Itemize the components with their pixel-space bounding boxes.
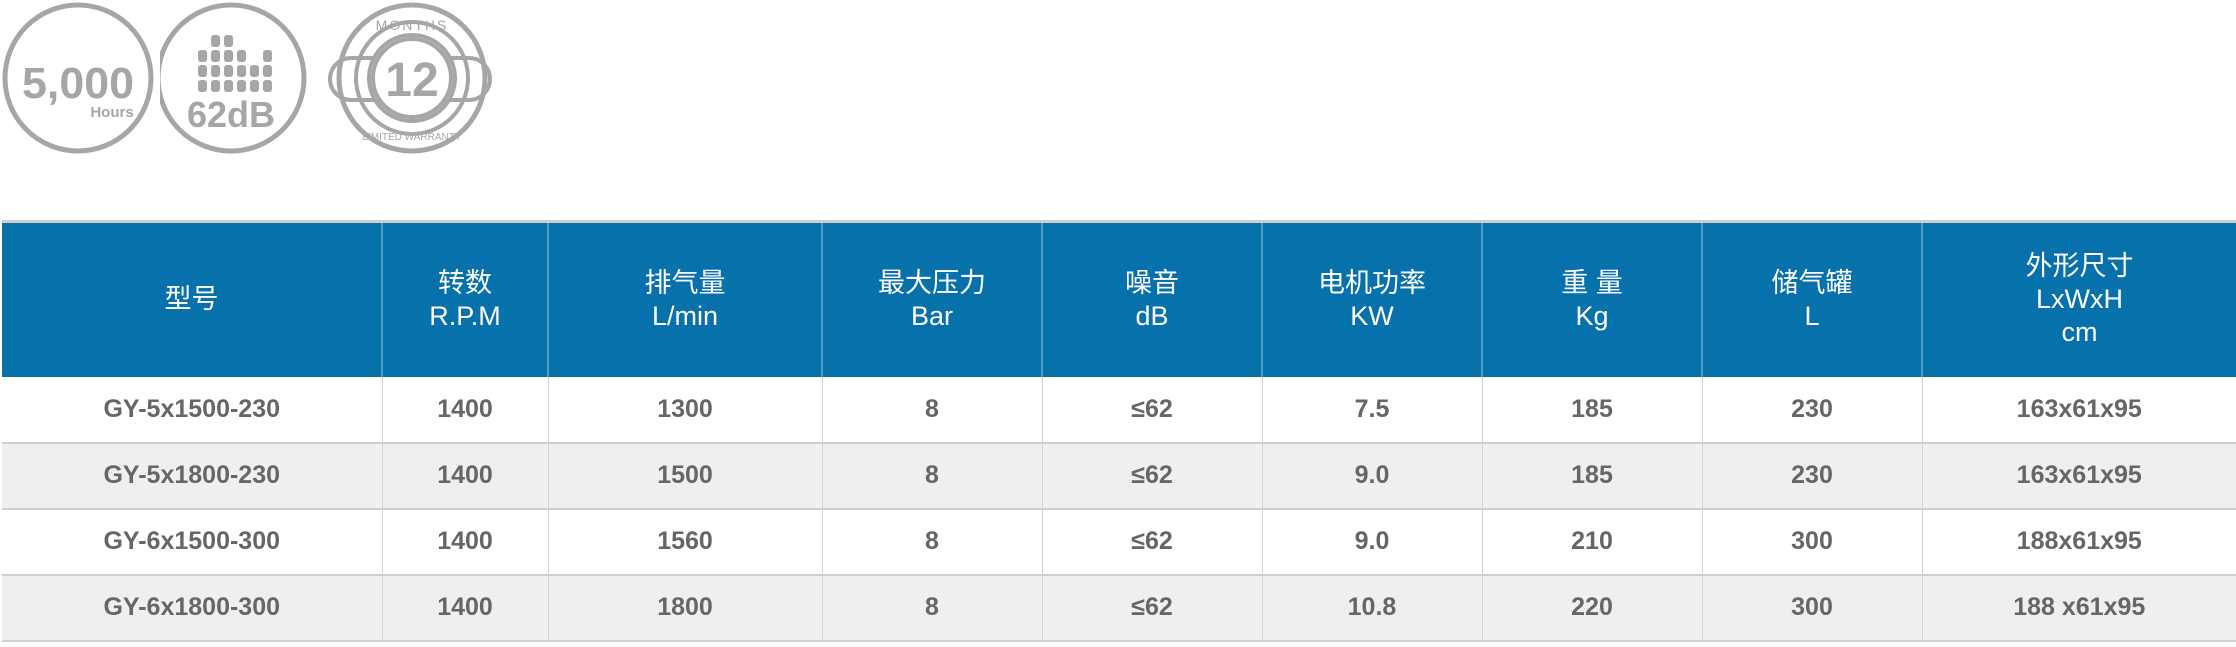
equalizer-bar-dot <box>237 80 246 92</box>
column-header-label: 最大压力 <box>878 267 986 298</box>
equalizer-bar-dot <box>198 50 207 62</box>
table-cell: 210 <box>1481 508 1702 575</box>
table-cell: ≤62 <box>1041 376 1262 443</box>
equalizer-bar-dot <box>224 80 233 92</box>
table-cell: 185 <box>1481 376 1702 443</box>
column-header: 电机功率 KW <box>1261 221 1482 377</box>
table-cell: 1800 <box>547 574 822 641</box>
table-cell: 1300 <box>547 376 822 443</box>
svg-text:12: 12 <box>385 54 438 107</box>
equalizer-bar-dot <box>224 65 233 77</box>
svg-text:LIMITED WARRANTY: LIMITED WARRANTY <box>362 132 461 143</box>
table-cell: 8 <box>821 442 1042 509</box>
column-header-unit: L/min <box>651 300 719 331</box>
equalizer-bar-dot <box>211 80 220 92</box>
noise-badge-icon: 62dB <box>160 2 307 154</box>
table-cell: 230 <box>1701 376 1922 443</box>
table-cell: 300 <box>1701 508 1922 575</box>
table-cell: GY-5x1500-230 <box>103 394 281 423</box>
column-header-label: 重 量 <box>1561 267 1623 298</box>
column-header-label: 转数 <box>438 267 492 298</box>
table-cell: 9.0 <box>1261 508 1482 575</box>
table-cell: ≤62 <box>1041 442 1262 509</box>
table-cell: 7.5 <box>1261 376 1482 443</box>
column-header: 重 量 Kg <box>1481 221 1702 377</box>
column-header: 最大压力 Bar <box>821 221 1042 377</box>
table-cell: 8 <box>821 508 1042 575</box>
table-cell: 1400 <box>381 508 548 575</box>
column-header-unit: L <box>1804 300 1820 331</box>
column-header: 型号 <box>2 222 382 377</box>
svg-text:Hours: Hours <box>90 104 133 121</box>
equalizer-bar-dot <box>224 50 233 62</box>
table-cell: ≤62 <box>1041 508 1262 575</box>
equalizer-bar-dot <box>237 50 246 62</box>
column-header-unit: LxWxH <box>2036 284 2123 315</box>
table-cell: 220 <box>1481 574 1702 641</box>
table-cell: 8 <box>821 574 1042 641</box>
table-row: GY-6x1500-300 1400 1560 8 ≤62 9.0 210 300 188x61… <box>2 508 2236 575</box>
equalizer-bar-dot <box>211 65 220 77</box>
column-header-label: 排气量 <box>644 267 726 298</box>
svg-text:MONTHS: MONTHS <box>376 17 449 33</box>
equalizer-bar-dot <box>250 80 259 92</box>
table-cell: 185 <box>1481 442 1702 509</box>
equalizer-bar-dot <box>224 35 233 47</box>
table-cell: 1400 <box>381 376 548 443</box>
hours-badge-icon: 5,000 Hours <box>2 2 154 154</box>
warranty-badge-icon: 12 MONTHS LIMITED WARRANTY <box>328 2 492 154</box>
specs-table: 型号 转数 R.P.M 排气量 L/min 最大压力 Bar 噪音 dB 电机功率 KW 重 量 Kg 储… <box>2 220 2236 642</box>
column-header-unit: Bar <box>910 300 954 331</box>
column-header-unit2: cm <box>2061 317 2098 348</box>
table-cell: 1500 <box>547 442 822 509</box>
table-cell: 1400 <box>381 574 548 641</box>
equalizer-bar-dot <box>237 65 246 77</box>
column-header-label: 电机功率 <box>1318 267 1426 298</box>
column-header-label: 噪音 <box>1125 267 1179 298</box>
table-cell: 188x61x95 <box>1921 508 2236 575</box>
column-header: 储气罐 L <box>1701 221 1922 377</box>
equalizer-bar-dot <box>198 80 207 92</box>
table-cell: GY-6x1500-300 <box>103 527 281 555</box>
equalizer-bar-dot <box>263 65 272 77</box>
equalizer-bar-dot <box>211 35 220 47</box>
equalizer-bar-dot <box>263 80 272 92</box>
equalizer-bar-dot <box>263 50 272 62</box>
table-cell: 1560 <box>547 508 822 575</box>
table-cell: 300 <box>1701 574 1922 641</box>
table-cell: 163x61x95 <box>1921 442 2236 509</box>
column-header: 外形尺寸 LxWxH cm <box>1921 221 2236 377</box>
table-cell: ≤62 <box>1041 574 1262 641</box>
table-cell: 9.0 <box>1261 442 1482 509</box>
feature-badges: 5,000 Hours 62dB 12 MONTHS LIMITED WARRA… <box>0 0 560 160</box>
table-row: GY-5x1800-230 1400 1500 8 ≤62 9.0 185 230 163x61… <box>2 442 2236 509</box>
column-header: 噪音 dB <box>1041 221 1262 377</box>
column-header-label: 外形尺寸 <box>2025 251 2134 282</box>
table-row: GY-6x1800-300 1400 1800 8 ≤62 10.8 220 300 188 x… <box>2 574 2236 641</box>
table-cell: 1400 <box>381 442 548 509</box>
svg-text:5,000: 5,000 <box>22 59 134 108</box>
table-cell: GY-6x1800-300 <box>103 593 281 621</box>
equalizer-bar-dot <box>211 50 220 62</box>
table-cell: GY-5x1800-230 <box>103 461 281 489</box>
column-header-unit: KW <box>1350 300 1394 331</box>
column-header-unit: Kg <box>1575 300 1609 331</box>
table-cell: 188 x61x95 <box>1921 574 2236 641</box>
column-header-unit: R.P.M <box>429 300 501 331</box>
table-cell: 10.8 <box>1261 574 1482 641</box>
table-row: GY-5x1500-230 1400 1300 8 ≤62 7.5 185 230 163x61… <box>2 376 2236 443</box>
column-header-label: 储气罐 <box>1771 267 1853 298</box>
column-header: 排气量 L/min <box>547 221 822 377</box>
equalizer-bar-dot <box>198 65 207 77</box>
column-header-label: 型号 <box>164 284 219 315</box>
column-header-unit: dB <box>1135 300 1169 331</box>
table-cell: 230 <box>1701 442 1922 509</box>
table-header-row: 型号 转数 R.P.M 排气量 L/min 最大压力 Bar 噪音 dB 电机功率 KW 重 量 Kg 储… <box>2 221 2236 377</box>
table-cell: 163x61x95 <box>1921 376 2236 443</box>
svg-text:62dB: 62dB <box>187 94 275 135</box>
equalizer-bar-dot <box>250 65 259 77</box>
table-cell: 8 <box>821 376 1042 443</box>
column-header: 转数 R.P.M <box>381 221 548 377</box>
